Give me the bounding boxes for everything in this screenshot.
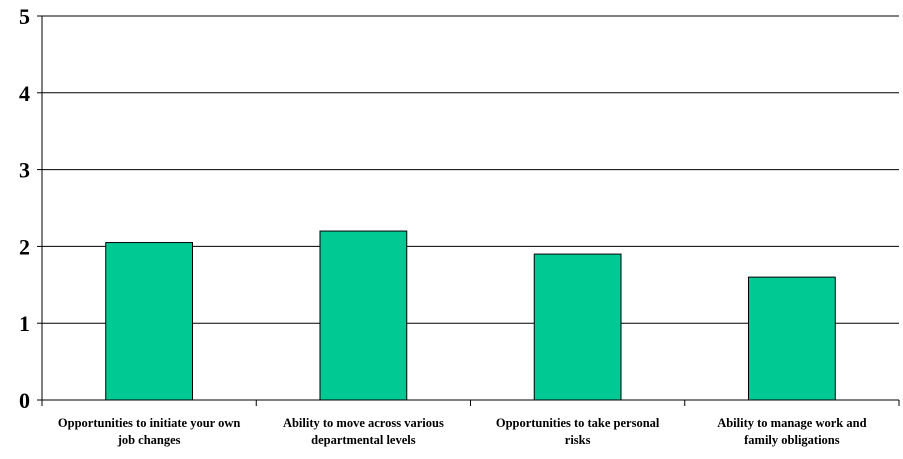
bar-2 bbox=[533, 253, 622, 401]
y-tick-label-3: 3 bbox=[19, 158, 30, 183]
x-tick-label-0: Opportunities to initiate your own job ch… bbox=[58, 416, 240, 447]
y-tick-label-5: 5 bbox=[19, 4, 30, 29]
bars bbox=[105, 230, 836, 401]
x-tick-label-1: Ability to move across various department… bbox=[283, 416, 444, 447]
y-tick-label-4: 4 bbox=[19, 81, 30, 106]
x-tick-label-2: Opportunities to take personal risks bbox=[496, 416, 660, 447]
bar-0 bbox=[105, 242, 194, 401]
x-tick-label-3: Ability to manage work and family obligat… bbox=[717, 416, 866, 447]
bar-3 bbox=[747, 276, 836, 401]
x-tick-label-1-line-1: departmental levels bbox=[311, 433, 416, 447]
x-tick-labels: Opportunities to initiate your own job ch… bbox=[58, 416, 867, 447]
x-tick-label-0-line-0: Opportunities to initiate your own bbox=[58, 416, 240, 430]
axes bbox=[37, 15, 900, 406]
x-tick-label-1-line-0: Ability to move across various bbox=[283, 416, 444, 430]
y-tick-labels: 0 1 2 3 4 5 bbox=[19, 4, 30, 413]
bar-1 bbox=[319, 230, 408, 401]
x-tick-label-2-line-1: risks bbox=[565, 433, 591, 447]
x-tick-label-0-line-1: job changes bbox=[117, 433, 181, 447]
y-tick-label-0: 0 bbox=[19, 388, 30, 413]
x-tick-label-3-line-0: Ability to manage work and bbox=[717, 416, 866, 430]
x-tick-label-3-line-1: family obligations bbox=[744, 433, 840, 447]
y-tick-label-1: 1 bbox=[19, 311, 30, 336]
x-tick-label-2-line-0: Opportunities to take personal bbox=[496, 416, 660, 430]
y-tick-label-2: 2 bbox=[19, 234, 30, 259]
